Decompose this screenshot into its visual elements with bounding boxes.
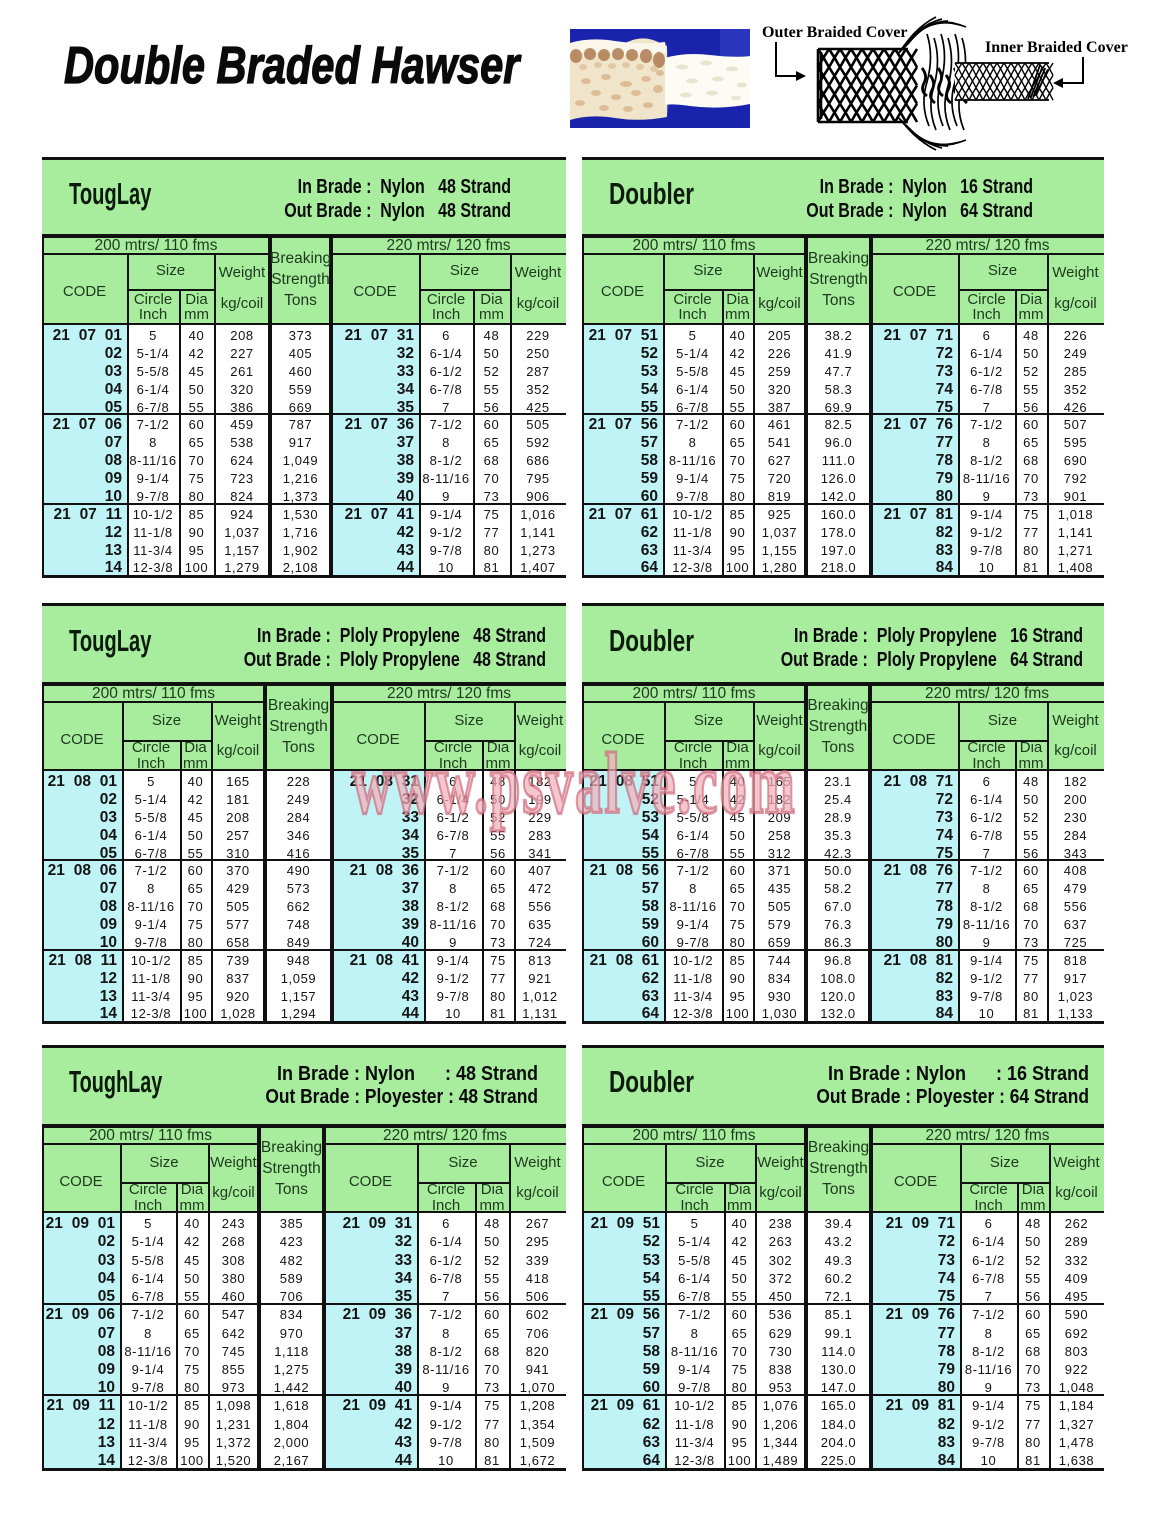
svg-text:Outer Braided Cover: Outer Braided Cover	[762, 24, 907, 41]
svg-text:Inner Braided Cover: Inner Braided Cover	[985, 39, 1128, 56]
